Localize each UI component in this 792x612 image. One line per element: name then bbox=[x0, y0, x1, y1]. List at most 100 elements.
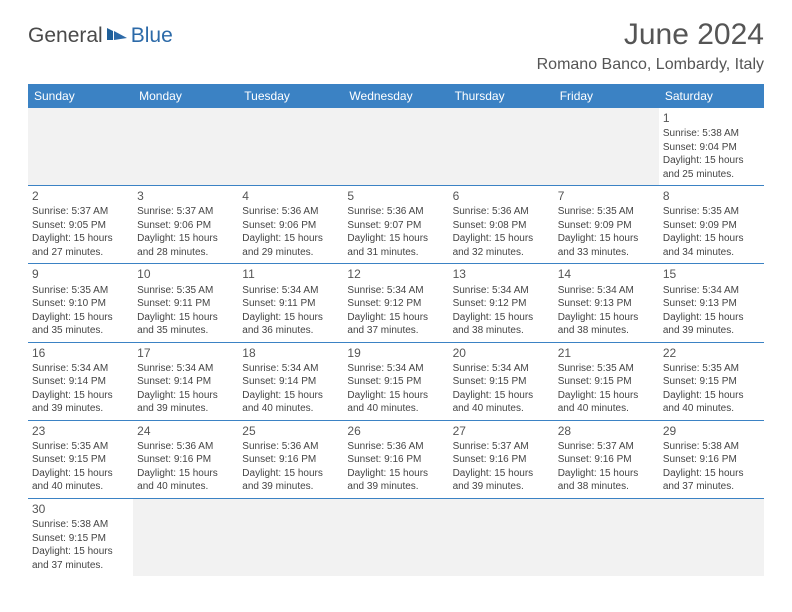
day-header: Thursday bbox=[449, 84, 554, 108]
sunrise-text: Sunrise: 5:35 AM bbox=[663, 362, 760, 376]
daylight-text: Daylight: 15 hours and 28 minutes. bbox=[137, 232, 234, 259]
calendar-day-cell: 14Sunrise: 5:34 AMSunset: 9:13 PMDayligh… bbox=[554, 264, 659, 342]
sunrise-text: Sunrise: 5:34 AM bbox=[453, 362, 550, 376]
calendar-day-cell: 11Sunrise: 5:34 AMSunset: 9:11 PMDayligh… bbox=[238, 264, 343, 342]
day-number: 17 bbox=[137, 345, 234, 361]
sunrise-text: Sunrise: 5:34 AM bbox=[558, 284, 655, 298]
day-number: 10 bbox=[137, 266, 234, 282]
sunrise-text: Sunrise: 5:36 AM bbox=[137, 440, 234, 454]
logo-flag-icon bbox=[107, 25, 129, 46]
sunset-text: Sunset: 9:13 PM bbox=[558, 297, 655, 311]
sunset-text: Sunset: 9:15 PM bbox=[32, 453, 129, 467]
calendar-day-cell: 21Sunrise: 5:35 AMSunset: 9:15 PMDayligh… bbox=[554, 342, 659, 420]
day-number: 13 bbox=[453, 266, 550, 282]
logo: General Blue bbox=[28, 24, 173, 48]
day-number: 2 bbox=[32, 188, 129, 204]
sunset-text: Sunset: 9:14 PM bbox=[242, 375, 339, 389]
calendar-week: 1Sunrise: 5:38 AMSunset: 9:04 PMDaylight… bbox=[28, 108, 764, 186]
daylight-text: Daylight: 15 hours and 27 minutes. bbox=[32, 232, 129, 259]
sunset-text: Sunset: 9:15 PM bbox=[453, 375, 550, 389]
sunset-text: Sunset: 9:08 PM bbox=[453, 219, 550, 233]
sunset-text: Sunset: 9:16 PM bbox=[558, 453, 655, 467]
calendar-day-cell: 25Sunrise: 5:36 AMSunset: 9:16 PMDayligh… bbox=[238, 420, 343, 498]
calendar-week: 16Sunrise: 5:34 AMSunset: 9:14 PMDayligh… bbox=[28, 342, 764, 420]
calendar-day-cell bbox=[554, 498, 659, 576]
daylight-text: Daylight: 15 hours and 32 minutes. bbox=[453, 232, 550, 259]
calendar-day-cell: 28Sunrise: 5:37 AMSunset: 9:16 PMDayligh… bbox=[554, 420, 659, 498]
daylight-text: Daylight: 15 hours and 37 minutes. bbox=[663, 467, 760, 494]
daylight-text: Daylight: 15 hours and 40 minutes. bbox=[663, 389, 760, 416]
daylight-text: Daylight: 15 hours and 40 minutes. bbox=[453, 389, 550, 416]
day-number: 12 bbox=[347, 266, 444, 282]
calendar-week: 9Sunrise: 5:35 AMSunset: 9:10 PMDaylight… bbox=[28, 264, 764, 342]
calendar-day-cell: 19Sunrise: 5:34 AMSunset: 9:15 PMDayligh… bbox=[343, 342, 448, 420]
sunrise-text: Sunrise: 5:35 AM bbox=[558, 362, 655, 376]
daylight-text: Daylight: 15 hours and 25 minutes. bbox=[663, 154, 760, 181]
calendar-day-cell: 27Sunrise: 5:37 AMSunset: 9:16 PMDayligh… bbox=[449, 420, 554, 498]
day-number: 9 bbox=[32, 266, 129, 282]
calendar-day-cell: 10 Sunrise: 5:35 AMSunset: 9:11 PMDayligh… bbox=[133, 264, 238, 342]
day-number: 8 bbox=[663, 188, 760, 204]
day-number: 23 bbox=[32, 423, 129, 439]
daylight-text: Daylight: 15 hours and 40 minutes. bbox=[347, 389, 444, 416]
daylight-text: Daylight: 15 hours and 39 minutes. bbox=[242, 467, 339, 494]
sunrise-text: Sunrise: 5:37 AM bbox=[137, 205, 234, 219]
calendar-day-cell: 5Sunrise: 5:36 AMSunset: 9:07 PMDaylight… bbox=[343, 186, 448, 264]
day-number: 6 bbox=[453, 188, 550, 204]
sunrise-text: Sunrise: 5:34 AM bbox=[242, 284, 339, 298]
sunset-text: Sunset: 9:10 PM bbox=[32, 297, 129, 311]
calendar-week: 2Sunrise: 5:37 AMSunset: 9:05 PMDaylight… bbox=[28, 186, 764, 264]
daylight-text: Daylight: 15 hours and 39 minutes. bbox=[32, 389, 129, 416]
day-number: 25 bbox=[242, 423, 339, 439]
daylight-text: Daylight: 15 hours and 36 minutes. bbox=[242, 311, 339, 338]
sunset-text: Sunset: 9:11 PM bbox=[137, 297, 234, 311]
daylight-text: Daylight: 15 hours and 37 minutes. bbox=[32, 545, 129, 572]
daylight-text: Daylight: 15 hours and 38 minutes. bbox=[558, 467, 655, 494]
day-number: 18 bbox=[242, 345, 339, 361]
calendar-day-cell bbox=[28, 108, 133, 186]
sunrise-text: Sunrise: 5:35 AM bbox=[32, 440, 129, 454]
month-title: June 2024 bbox=[537, 18, 764, 52]
day-number: 7 bbox=[558, 188, 655, 204]
sunrise-text: Sunrise: 5:34 AM bbox=[453, 284, 550, 298]
day-number: 11 bbox=[242, 266, 339, 282]
sunset-text: Sunset: 9:14 PM bbox=[32, 375, 129, 389]
sunrise-text: Sunrise: 5:36 AM bbox=[347, 205, 444, 219]
sunrise-text: Sunrise: 5:35 AM bbox=[137, 284, 234, 298]
daylight-text: Daylight: 15 hours and 40 minutes. bbox=[558, 389, 655, 416]
calendar-day-cell: 23Sunrise: 5:35 AMSunset: 9:15 PMDayligh… bbox=[28, 420, 133, 498]
daylight-text: Daylight: 15 hours and 35 minutes. bbox=[137, 311, 234, 338]
title-block: June 2024 Romano Banco, Lombardy, Italy bbox=[537, 18, 764, 74]
calendar-day-cell: 29Sunrise: 5:38 AMSunset: 9:16 PMDayligh… bbox=[659, 420, 764, 498]
day-number: 26 bbox=[347, 423, 444, 439]
daylight-text: Daylight: 15 hours and 38 minutes. bbox=[453, 311, 550, 338]
day-header: Wednesday bbox=[343, 84, 448, 108]
location: Romano Banco, Lombardy, Italy bbox=[537, 56, 764, 74]
sunset-text: Sunset: 9:09 PM bbox=[558, 219, 655, 233]
calendar-day-cell: 6Sunrise: 5:36 AMSunset: 9:08 PMDaylight… bbox=[449, 186, 554, 264]
calendar-day-cell: 18Sunrise: 5:34 AMSunset: 9:14 PMDayligh… bbox=[238, 342, 343, 420]
calendar-day-cell: 24Sunrise: 5:36 AMSunset: 9:16 PMDayligh… bbox=[133, 420, 238, 498]
sunrise-text: Sunrise: 5:34 AM bbox=[663, 284, 760, 298]
sunrise-text: Sunrise: 5:37 AM bbox=[453, 440, 550, 454]
sunset-text: Sunset: 9:13 PM bbox=[663, 297, 760, 311]
sunrise-text: Sunrise: 5:38 AM bbox=[32, 518, 129, 532]
daylight-text: Daylight: 15 hours and 29 minutes. bbox=[242, 232, 339, 259]
day-number: 22 bbox=[663, 345, 760, 361]
logo-text-general: General bbox=[28, 24, 103, 48]
daylight-text: Daylight: 15 hours and 31 minutes. bbox=[347, 232, 444, 259]
sunset-text: Sunset: 9:16 PM bbox=[137, 453, 234, 467]
sunset-text: Sunset: 9:05 PM bbox=[32, 219, 129, 233]
day-number: 28 bbox=[558, 423, 655, 439]
sunrise-text: Sunrise: 5:34 AM bbox=[242, 362, 339, 376]
calendar-day-cell bbox=[449, 498, 554, 576]
sunset-text: Sunset: 9:16 PM bbox=[347, 453, 444, 467]
day-header: Tuesday bbox=[238, 84, 343, 108]
calendar-day-cell: 26Sunrise: 5:36 AMSunset: 9:16 PMDayligh… bbox=[343, 420, 448, 498]
sunrise-text: Sunrise: 5:35 AM bbox=[32, 284, 129, 298]
day-number: 21 bbox=[558, 345, 655, 361]
daylight-text: Daylight: 15 hours and 39 minutes. bbox=[453, 467, 550, 494]
calendar-day-cell bbox=[449, 108, 554, 186]
sunset-text: Sunset: 9:12 PM bbox=[453, 297, 550, 311]
sunrise-text: Sunrise: 5:34 AM bbox=[347, 362, 444, 376]
